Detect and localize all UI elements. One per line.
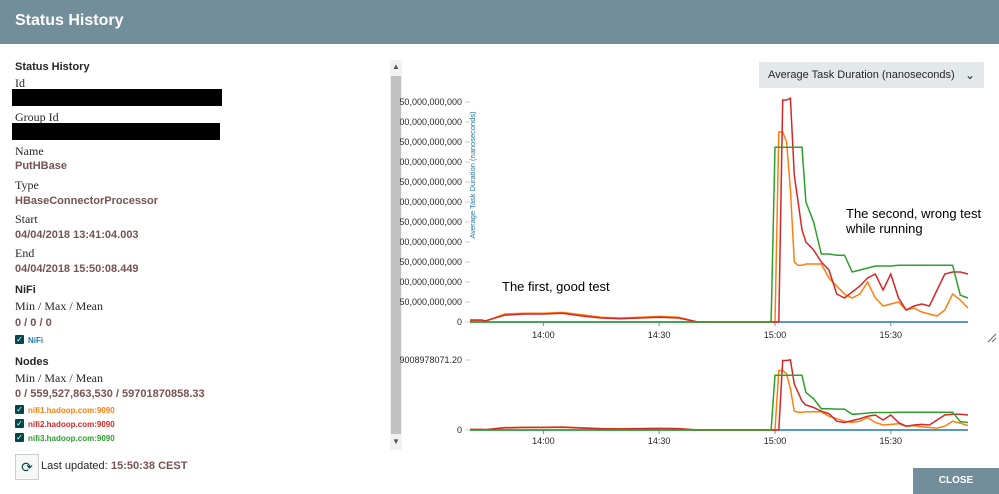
annotation: The second, wrong test while running (846, 206, 982, 236)
redacted (12, 89, 222, 106)
x-tick-label: 15:30 (880, 330, 903, 340)
stats-value: 0 / 559,527,863,530 / 59701870858.33 (15, 388, 205, 400)
details-heading: Status History (15, 61, 90, 73)
y-tick-label: 0 (457, 317, 462, 327)
y-tick-label: 550,000,000,000 (400, 97, 462, 107)
x-tick-label: 14:00 (532, 436, 555, 446)
redacted (12, 123, 220, 140)
y-tick-label: 350,000,000,000 (400, 177, 462, 187)
x-tick-label: 14:30 (648, 330, 671, 340)
y-tick-label: 300,000,000,000 (400, 197, 462, 207)
nifi-heading: NiFi (15, 284, 36, 296)
series-toggle[interactable]: nifi3.hadoop.com:9090 (28, 434, 115, 443)
close-button[interactable]: CLOSE (913, 468, 999, 494)
field-label: Start (15, 212, 38, 226)
y-tick-label: 450,000,000,000 (400, 137, 462, 147)
x-tick-label: 15:00 (764, 436, 787, 446)
checkbox[interactable]: ✓ (15, 419, 24, 428)
x-tick-label: 15:00 (764, 330, 787, 340)
field-label: Id (15, 76, 25, 90)
y-tick-label: 50,000,000,000 (400, 297, 462, 307)
field-value: 04/04/2018 15:50:08.449 (15, 263, 139, 275)
stats-label: Min / Max / Mean (15, 299, 103, 313)
nodes-heading: Nodes (15, 356, 49, 368)
stats-value: 0 / 0 / 0 (15, 317, 52, 329)
last-updated-label: Last updated: (41, 460, 108, 472)
series-line (470, 97, 969, 323)
last-updated: 15:50:38 CEST (111, 460, 188, 472)
series-line (470, 374, 969, 431)
y-tick-label: 500,000,000,000 (400, 117, 462, 127)
series-line (470, 146, 969, 323)
x-tick-label: 14:30 (648, 436, 671, 446)
dialog-title: Status History (15, 12, 124, 29)
refresh-button[interactable]: ⟳ (15, 454, 39, 480)
field-value: HBaseConnectorProcessor (15, 195, 159, 207)
field-label: Group Id (15, 110, 59, 124)
series-line (470, 359, 969, 431)
resize-handle (987, 333, 997, 343)
scrollbar-thumb[interactable] (391, 76, 401, 434)
y-tick-label: 200,000,000,000 (400, 237, 462, 247)
header-bar (0, 0, 999, 44)
field-label: End (15, 246, 35, 260)
y-tick-label: 0 (457, 425, 462, 435)
annotation: The first, good test (502, 279, 610, 294)
x-tick-label: 14:00 (532, 330, 555, 340)
selector-text: Average Task Duration (nanoseconds) (768, 69, 955, 81)
metric-selector[interactable]: Average Task Duration (nanoseconds) ⌄ (759, 62, 984, 88)
checkbox[interactable]: ✓ (15, 433, 24, 442)
field-value: PutHBase (15, 160, 67, 172)
x-tick-label: 15:30 (880, 436, 903, 446)
series-line (470, 369, 969, 431)
y-tick-label: 100,000,000,000 (400, 277, 462, 287)
series-toggle[interactable]: NiFi (28, 336, 44, 345)
chevron: ⌄ (964, 68, 975, 82)
scroll-down[interactable]: ▼ (392, 437, 400, 446)
series-toggle[interactable]: nifi2.hadoop.com:9090 (28, 420, 115, 429)
y-tick-label: 400,000,000,000 (400, 157, 462, 167)
y-tick-label: 250,000,000,000 (400, 217, 462, 227)
checkbox[interactable]: ✓ (15, 405, 24, 414)
y-tick-label: 150,000,000,000 (400, 257, 462, 267)
chart: 0 50,000,000,000 100,000,000,000 150,000,00… (400, 97, 997, 446)
field-label: Type (15, 178, 39, 192)
field-label: Name (15, 144, 44, 158)
series-toggle[interactable]: nifi1.hadoop.com:9090 (28, 406, 115, 415)
checkbox[interactable]: ✓ (15, 335, 24, 344)
stats-label: Min / Max / Mean (15, 371, 103, 385)
y-tick-label: 559008978071.20 (400, 355, 462, 365)
field-value: 04/04/2018 13:41:04.003 (15, 229, 139, 241)
y-axis-label: Average Task Duration (nanoseconds) (468, 111, 477, 239)
scroll-up[interactable]: ▲ (392, 62, 400, 71)
